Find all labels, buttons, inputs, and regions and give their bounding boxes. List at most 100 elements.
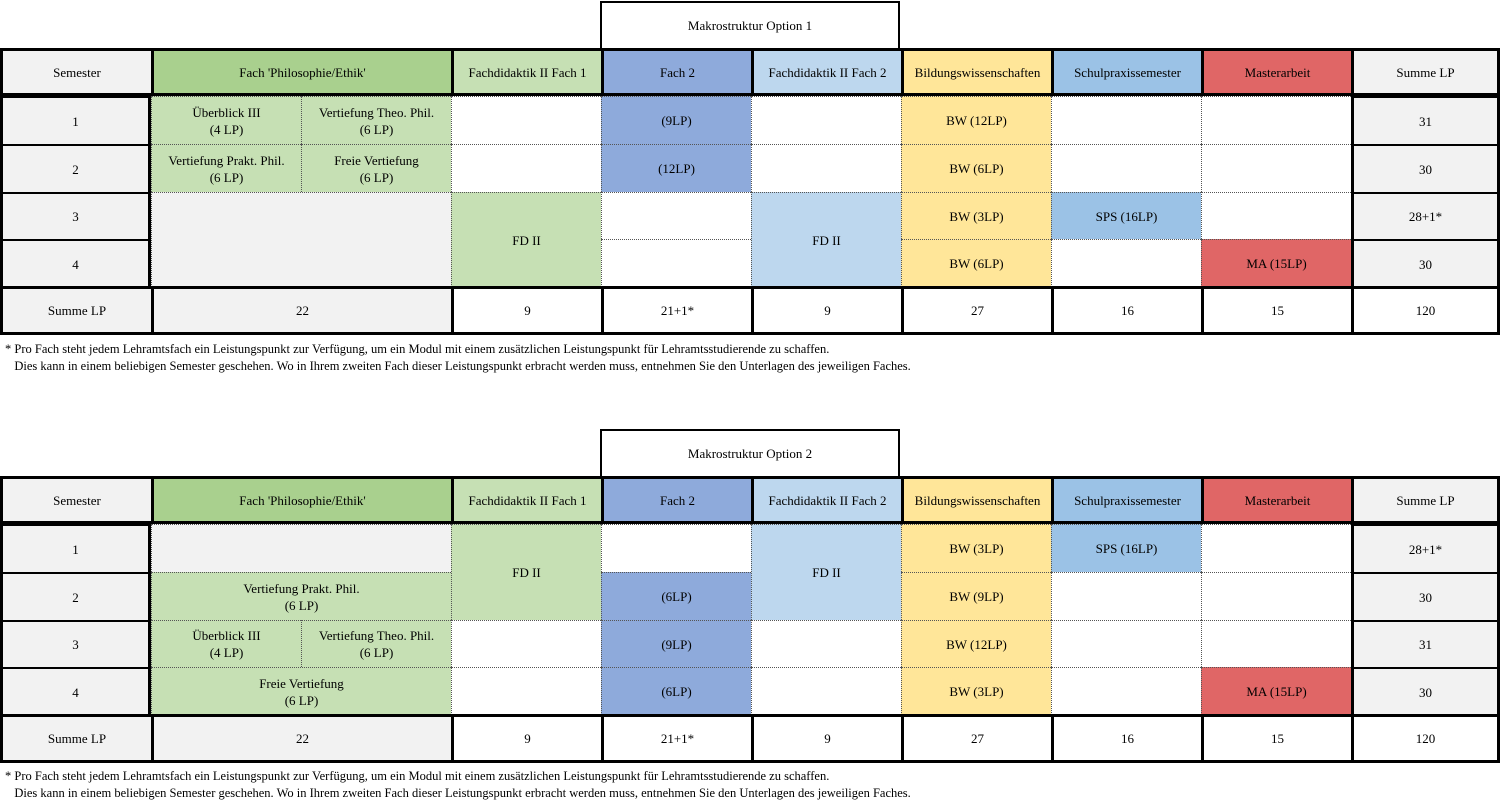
bw-module: BW (3LP) — [901, 667, 1051, 715]
option-2-title: Makrostruktur Option 2 — [600, 429, 900, 477]
column-sum: 27 — [901, 714, 1051, 763]
empty-cell — [1201, 524, 1351, 572]
fach-2-module: (12LP) — [601, 144, 751, 192]
fd-2-fach-2: FD II — [751, 524, 901, 620]
row-sum: 30 — [1351, 572, 1500, 620]
empty-cell — [751, 620, 901, 667]
row-sum: 30 — [1351, 667, 1500, 715]
footnote: * Pro Fach steht jedem Lehramtsfach ein … — [5, 341, 911, 375]
semester-cell: 1 — [0, 96, 151, 144]
header-fachdidaktik-2: Fachdidaktik II Fach 2 — [751, 476, 901, 524]
fach-2-module: (9LP) — [601, 620, 751, 667]
module-ueberblick-3: Überblick III (4 LP) — [151, 96, 301, 144]
empty-cell — [1201, 572, 1351, 620]
masterarbeit-module: MA (15LP) — [1201, 667, 1351, 715]
empty-cell — [451, 144, 601, 192]
module-vertiefung-prakt: Vertiefung Prakt. Phil. (6 LP) — [151, 572, 451, 620]
empty-cell — [1051, 144, 1201, 192]
empty-cell — [601, 192, 751, 239]
footnote: * Pro Fach steht jedem Lehramtsfach ein … — [5, 768, 911, 802]
empty-cell — [451, 620, 601, 667]
header-schulpraxissemester: Schulpraxissemester — [1051, 476, 1201, 524]
column-sum-total: 120 — [1351, 286, 1500, 335]
empty-cell — [751, 144, 901, 192]
header-bildungswissenschaften: Bildungswissenschaften — [901, 48, 1051, 96]
column-sum: 15 — [1201, 714, 1351, 763]
empty-cell — [1051, 620, 1201, 667]
bw-module: BW (6LP) — [901, 144, 1051, 192]
footnote-line: Dies kann in einem beliebigen Semester g… — [5, 359, 911, 373]
empty-cell — [451, 96, 601, 144]
bw-module: BW (3LP) — [901, 192, 1051, 239]
empty-cell — [751, 96, 901, 144]
header-fachdidaktik-1: Fachdidaktik II Fach 1 — [451, 48, 601, 96]
row-sum: 31 — [1351, 96, 1500, 144]
semester-cell: 4 — [0, 239, 151, 287]
empty-cell — [601, 239, 751, 287]
module-vertiefung-theo: Vertiefung Theo. Phil. (6 LP) — [301, 620, 451, 667]
footnote-line: * Pro Fach steht jedem Lehramtsfach ein … — [5, 769, 830, 783]
option-1-title: Makrostruktur Option 1 — [600, 1, 900, 49]
module-ueberblick-3: Überblick III (4 LP) — [151, 620, 301, 667]
row-sum: 31 — [1351, 620, 1500, 667]
empty-cell — [1051, 667, 1201, 715]
empty-cell — [1201, 192, 1351, 239]
empty-cell — [1201, 620, 1351, 667]
bw-module: BW (12LP) — [901, 620, 1051, 667]
fd-2-fach-1: FD II — [451, 192, 601, 287]
header-fach-2: Fach 2 — [601, 48, 751, 96]
semester-cell: 3 — [0, 192, 151, 239]
column-sum: 16 — [1051, 714, 1201, 763]
header-semester: Semester — [0, 48, 151, 96]
empty-cell — [1051, 239, 1201, 287]
empty-cell — [1201, 144, 1351, 192]
row-sum: 28+1* — [1351, 192, 1500, 239]
header-fachdidaktik-1: Fachdidaktik II Fach 1 — [451, 476, 601, 524]
header-fach-2: Fach 2 — [601, 476, 751, 524]
column-sum: 21+1* — [601, 714, 751, 763]
header-masterarbeit: Masterarbeit — [1201, 476, 1351, 524]
empty-cell — [1201, 96, 1351, 144]
header-schulpraxissemester: Schulpraxissemester — [1051, 48, 1201, 96]
semester-cell: 1 — [0, 524, 151, 572]
semester-cell: 2 — [0, 572, 151, 620]
empty-cell — [751, 667, 901, 715]
module-freie-vertiefung: Freie Vertiefung (6 LP) — [301, 144, 451, 192]
empty-cell — [1051, 572, 1201, 620]
column-sum: 9 — [751, 714, 901, 763]
summary-label: Summe LP — [0, 714, 151, 763]
column-sum-total: 120 — [1351, 714, 1500, 763]
column-sum: 9 — [751, 286, 901, 335]
header-fach-philosophie: Fach 'Philosophie/Ethik' — [151, 476, 451, 524]
footnote-line: Dies kann in einem beliebigen Semester g… — [5, 786, 911, 800]
header-masterarbeit: Masterarbeit — [1201, 48, 1351, 96]
row-sum: 30 — [1351, 239, 1500, 287]
header-fachdidaktik-2: Fachdidaktik II Fach 2 — [751, 48, 901, 96]
fach-2-module: (6LP) — [601, 572, 751, 620]
column-sum: 9 — [451, 286, 601, 335]
module-freie-vertiefung: Freie Vertiefung (6 LP) — [151, 667, 451, 715]
semester-cell: 4 — [0, 667, 151, 715]
header-bildungswissenschaften: Bildungswissenschaften — [901, 476, 1051, 524]
fd-2-fach-1: FD II — [451, 524, 601, 620]
fd-2-fach-2: FD II — [751, 192, 901, 287]
bw-module: BW (6LP) — [901, 239, 1051, 287]
footnote-line: * Pro Fach steht jedem Lehramtsfach ein … — [5, 342, 830, 356]
bw-module: BW (9LP) — [901, 572, 1051, 620]
column-sum: 9 — [451, 714, 601, 763]
row-sum: 30 — [1351, 144, 1500, 192]
bw-module: BW (12LP) — [901, 96, 1051, 144]
fach-2-module: (9LP) — [601, 96, 751, 144]
sps-module: SPS (16LP) — [1051, 524, 1201, 572]
row-sum: 28+1* — [1351, 524, 1500, 572]
summary-label: Summe LP — [0, 286, 151, 335]
column-sum: 21+1* — [601, 286, 751, 335]
column-sum: 22 — [151, 714, 451, 763]
module-vertiefung-prakt: Vertiefung Prakt. Phil. (6 LP) — [151, 144, 301, 192]
module-vertiefung-theo: Vertiefung Theo. Phil. (6 LP) — [301, 96, 451, 144]
column-sum: 15 — [1201, 286, 1351, 335]
column-sum: 22 — [151, 286, 451, 335]
header-fach-philosophie: Fach 'Philosophie/Ethik' — [151, 48, 451, 96]
column-sum: 27 — [901, 286, 1051, 335]
column-sum: 16 — [1051, 286, 1201, 335]
